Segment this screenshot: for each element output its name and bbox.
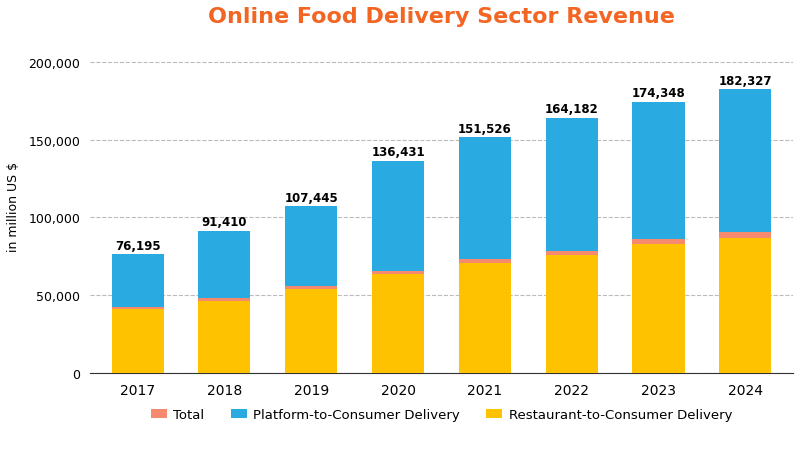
Legend: Total, Platform-to-Consumer Delivery, Restaurant-to-Consumer Delivery: Total, Platform-to-Consumer Delivery, Re…	[146, 403, 738, 426]
Text: 107,445: 107,445	[284, 191, 338, 204]
Bar	[286, 286, 338, 289]
Bar	[372, 274, 424, 373]
Bar	[459, 138, 511, 259]
Bar	[286, 207, 338, 286]
Bar	[372, 271, 424, 274]
Bar	[633, 244, 685, 373]
Text: 136,431: 136,431	[371, 146, 425, 159]
Text: 76,195: 76,195	[115, 240, 161, 253]
Bar	[459, 263, 511, 373]
Bar	[633, 240, 685, 244]
Bar	[546, 255, 598, 373]
Bar	[719, 238, 771, 373]
Bar	[198, 301, 250, 373]
Text: 174,348: 174,348	[632, 87, 686, 100]
Bar	[372, 162, 424, 271]
Text: 164,182: 164,182	[545, 103, 598, 116]
Bar	[633, 102, 685, 240]
Bar	[111, 255, 164, 307]
Bar	[198, 231, 250, 298]
Bar	[459, 259, 511, 263]
Title: Online Food Delivery Sector Revenue: Online Food Delivery Sector Revenue	[208, 7, 675, 27]
Bar	[198, 298, 250, 301]
Bar	[719, 90, 771, 233]
Bar	[719, 233, 771, 238]
Text: 91,410: 91,410	[202, 216, 247, 229]
Y-axis label: in million US $: in million US $	[7, 162, 20, 251]
Bar	[546, 118, 598, 251]
Bar	[111, 309, 164, 373]
Bar	[111, 307, 164, 309]
Bar	[286, 289, 338, 373]
Text: 182,327: 182,327	[718, 75, 772, 88]
Text: 151,526: 151,526	[458, 123, 512, 136]
Bar	[546, 251, 598, 255]
